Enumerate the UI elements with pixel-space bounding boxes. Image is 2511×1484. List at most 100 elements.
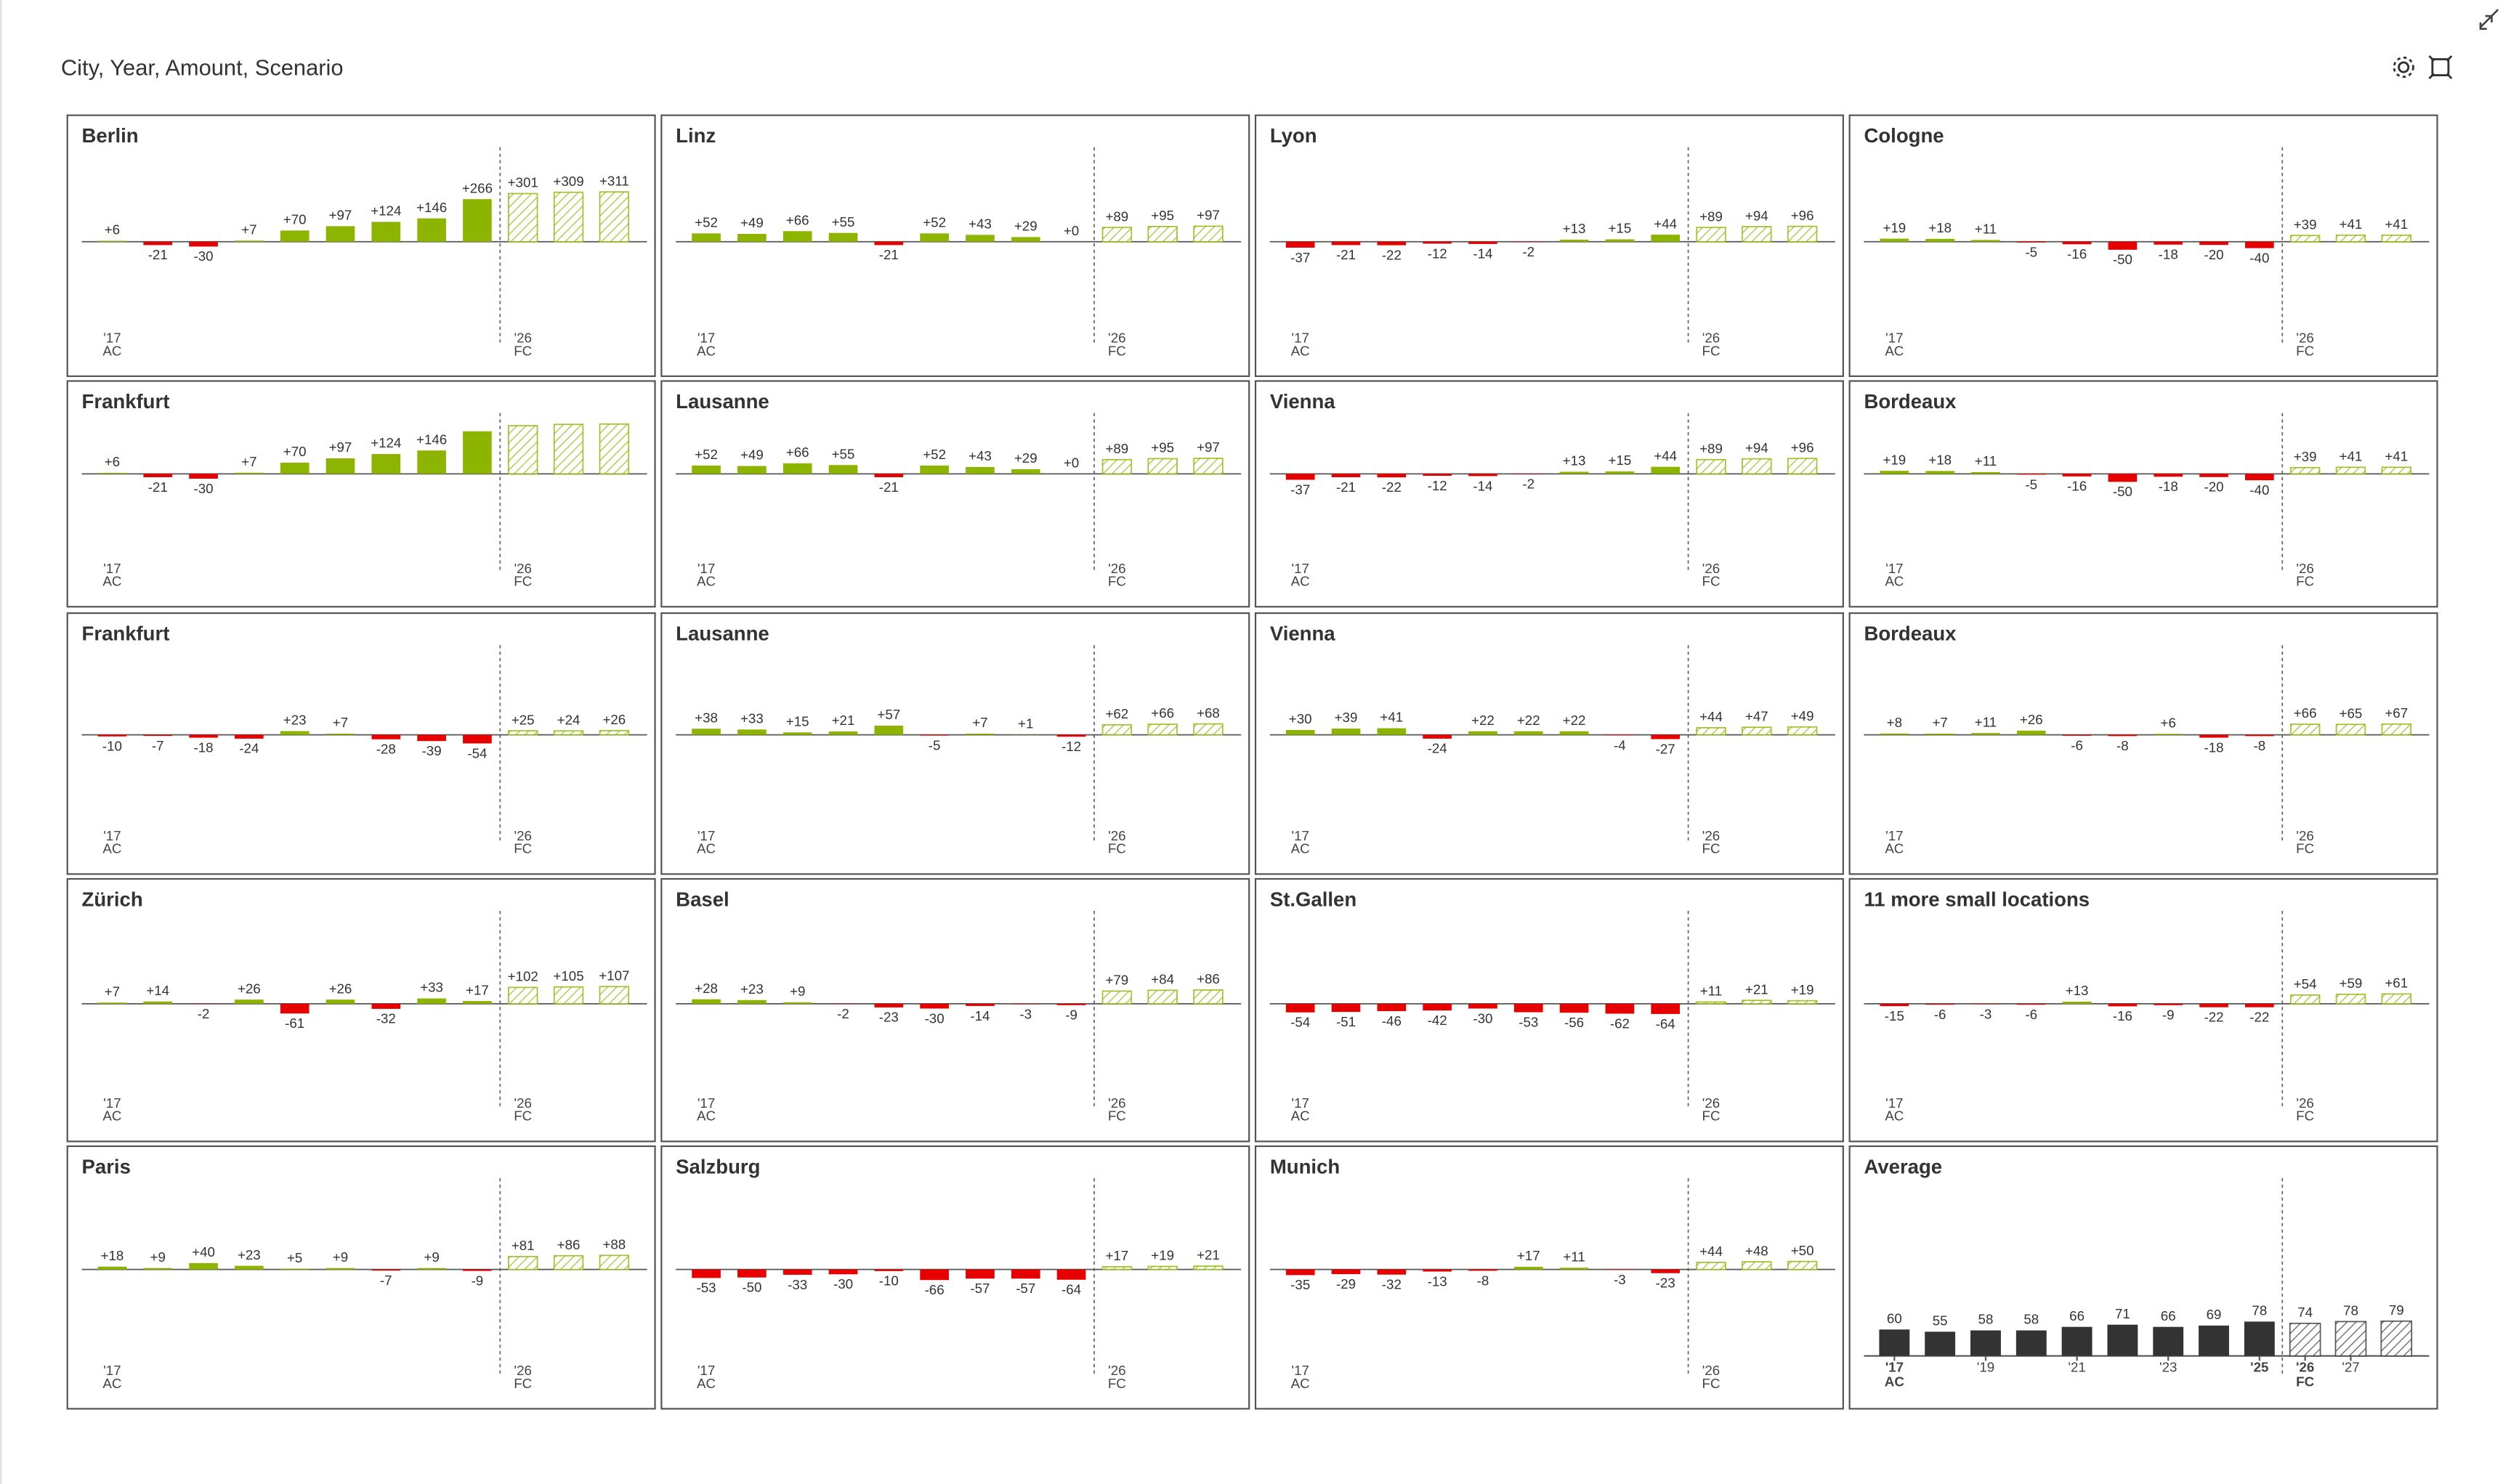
value-label: +67 — [2385, 705, 2408, 721]
value-label: -14 — [1473, 246, 1492, 261]
value-label: -18 — [2204, 739, 2223, 755]
panel-title: Paris — [82, 1155, 131, 1177]
settings-icon[interactable] — [2393, 56, 2414, 78]
bar — [2289, 235, 2321, 243]
value-label: +97 — [1197, 208, 1220, 223]
value-label: +19 — [1883, 452, 1906, 467]
value-label: -8 — [2116, 738, 2129, 753]
panel-title: Frankfurt — [82, 390, 170, 413]
bar — [1971, 471, 2000, 474]
value-label: +43 — [969, 448, 992, 463]
bar — [2015, 1330, 2047, 1356]
value-label: +102 — [508, 969, 538, 984]
bar — [1787, 225, 1818, 243]
value-label: -23 — [879, 1010, 899, 1025]
bar — [1468, 1269, 1497, 1271]
bar — [1559, 1268, 1589, 1270]
collapse-icon[interactable] — [2479, 9, 2499, 30]
bar — [1880, 1003, 1909, 1007]
value-label: +17 — [1105, 1248, 1128, 1263]
bar — [783, 732, 812, 735]
value-label: -9 — [472, 1273, 484, 1288]
scenario-label: AC — [1885, 343, 1904, 358]
value-label: +9 — [790, 984, 805, 999]
value-label: -21 — [879, 247, 899, 262]
x-tick-label: '17 — [698, 828, 715, 843]
bar — [508, 730, 538, 736]
value-label: -6 — [2071, 738, 2083, 753]
bar — [966, 1003, 995, 1006]
bar — [143, 1001, 173, 1004]
bar — [1513, 731, 1543, 735]
x-tick-label: '26 — [1702, 331, 1720, 346]
bar — [1468, 241, 1497, 244]
value-label: -30 — [1473, 1010, 1492, 1026]
value-label: +97 — [1197, 439, 1220, 455]
value-label: -10 — [102, 739, 122, 754]
bar — [1331, 1003, 1361, 1013]
x-tick-label: '17 — [1885, 1360, 1904, 1375]
panel-frame — [66, 1145, 656, 1410]
value-label: -30 — [194, 248, 214, 264]
bar — [920, 734, 949, 736]
focus-icon[interactable] — [2428, 55, 2453, 80]
value-label: +0 — [1064, 223, 1079, 238]
bar — [1193, 723, 1224, 736]
bar — [1605, 471, 1635, 474]
scenario-label: AC — [102, 574, 121, 589]
bar — [1605, 734, 1635, 736]
value-label: +49 — [740, 447, 764, 463]
scenario-label: AC — [1291, 1108, 1310, 1124]
x-tick-label: '27 — [2342, 1360, 2359, 1375]
value-label: +29 — [1014, 219, 1038, 234]
panel-frame — [1254, 1145, 1844, 1410]
value-label: -22 — [2249, 1010, 2269, 1025]
bar — [828, 232, 858, 242]
bar — [1147, 458, 1178, 475]
value-label: +55 — [832, 446, 855, 461]
bar — [2289, 994, 2321, 1005]
value-label: -46 — [1382, 1013, 1402, 1029]
bar — [280, 731, 310, 735]
bar — [189, 734, 218, 738]
bar — [417, 450, 446, 474]
scenario-label: FC — [1702, 1376, 1720, 1391]
value-label: -12 — [1062, 739, 1081, 754]
bar — [553, 423, 584, 475]
scenario-label: FC — [2296, 841, 2314, 856]
x-tick-label: '26 — [2296, 1360, 2314, 1375]
bar — [463, 199, 492, 242]
value-label: -18 — [2159, 479, 2178, 494]
scenario-label: AC — [102, 841, 121, 856]
value-label: +7 — [972, 715, 987, 730]
bar — [463, 734, 492, 744]
value-label: -22 — [2204, 1010, 2223, 1025]
value-label: -66 — [925, 1282, 945, 1297]
bar — [2154, 474, 2183, 477]
bar — [1423, 474, 1452, 476]
value-label: 78 — [2252, 1303, 2267, 1318]
value-label: -13 — [1428, 1273, 1447, 1289]
scenario-label: FC — [514, 343, 532, 358]
value-label: +22 — [1517, 713, 1540, 728]
bar — [1971, 240, 2000, 242]
value-label: +70 — [283, 212, 307, 227]
bar — [1011, 237, 1040, 242]
scenario-label: FC — [1108, 343, 1126, 358]
bar — [2245, 1003, 2274, 1007]
x-tick-label: '17 — [103, 1095, 121, 1111]
panel-title: Linz — [676, 124, 716, 147]
bar — [1285, 1269, 1315, 1276]
value-label: +61 — [2385, 976, 2408, 991]
value-label: -12 — [1428, 246, 1447, 261]
value-label: +146 — [416, 200, 447, 215]
bar — [1423, 1003, 1452, 1011]
value-label: +89 — [1699, 441, 1723, 456]
scenario-label: FC — [1108, 574, 1126, 589]
value-label: +89 — [1105, 208, 1128, 224]
value-label: 71 — [2115, 1306, 2130, 1321]
value-label: +70 — [283, 444, 307, 459]
